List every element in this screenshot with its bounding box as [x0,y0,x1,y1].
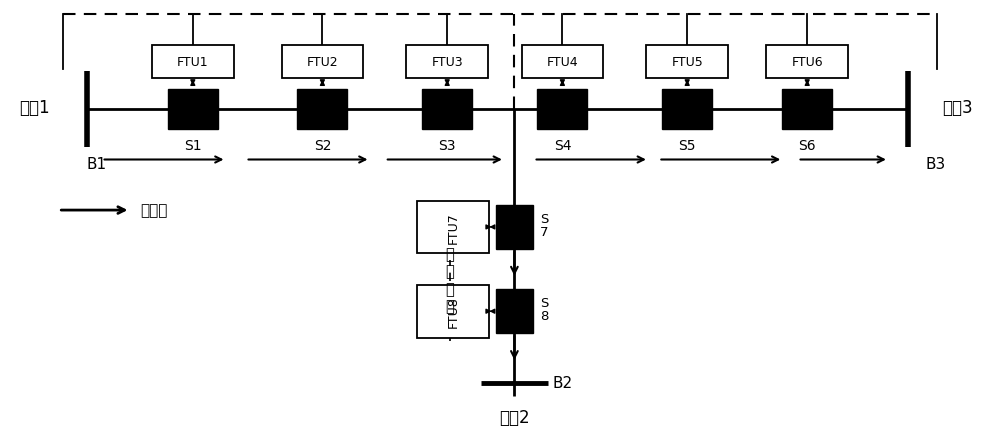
FancyBboxPatch shape [417,201,489,254]
Bar [168,90,218,130]
Text: FTU3: FTU3 [431,56,463,69]
Bar [782,90,832,130]
Text: S
8: S 8 [540,297,549,322]
FancyBboxPatch shape [646,46,728,79]
Text: B3: B3 [925,157,946,172]
Text: 通
讯
网
络: 通 讯 网 络 [446,247,454,314]
Text: FTU2: FTU2 [307,56,338,69]
Text: S4: S4 [554,139,571,153]
Text: 电源3: 电源3 [943,99,973,117]
Text: FTU4: FTU4 [547,56,578,69]
Text: 正方向: 正方向 [140,203,167,218]
Text: S3: S3 [438,139,456,153]
Bar [496,205,533,250]
Bar [537,90,587,130]
Text: FTU7: FTU7 [447,212,460,243]
Text: S
7: S 7 [540,212,549,238]
Text: FTU5: FTU5 [671,56,703,69]
FancyBboxPatch shape [406,46,488,79]
Bar [297,90,347,130]
Text: S6: S6 [798,139,816,153]
Text: B1: B1 [87,157,107,172]
Bar [662,90,712,130]
FancyBboxPatch shape [152,46,234,79]
Text: FTU8: FTU8 [447,296,460,327]
Text: FTU6: FTU6 [791,56,823,69]
FancyBboxPatch shape [766,46,848,79]
Text: S2: S2 [314,139,331,153]
FancyBboxPatch shape [282,46,363,79]
FancyBboxPatch shape [417,285,489,338]
Text: B2: B2 [553,375,573,390]
FancyBboxPatch shape [522,46,603,79]
Text: FTU1: FTU1 [177,56,209,69]
Text: S5: S5 [678,139,696,153]
Text: 电源1: 电源1 [19,99,50,117]
Bar [422,90,472,130]
Text: S1: S1 [184,139,202,153]
Bar [496,290,533,334]
Text: 电源2: 电源2 [499,408,530,426]
